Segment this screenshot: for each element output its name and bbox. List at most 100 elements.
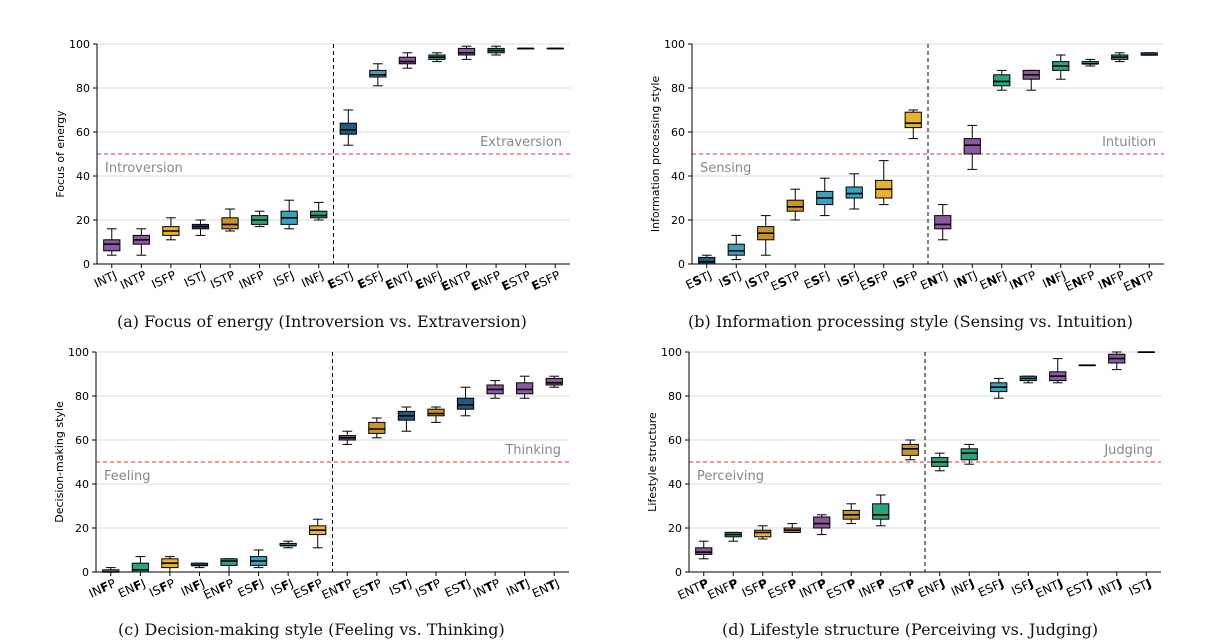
box-body bbox=[963, 138, 981, 155]
panel-a: 0 20 40 60 80 100 Introversion Extraversion INTJ… bbox=[54, 38, 570, 294]
box-12 bbox=[1049, 358, 1067, 384]
x-tick-label: INTJ bbox=[1096, 576, 1124, 599]
x-tick-label: ESTJ bbox=[1064, 576, 1094, 600]
box-0 bbox=[698, 254, 716, 265]
box-body bbox=[960, 448, 978, 461]
y-axis-label: Decision-making style bbox=[53, 401, 66, 523]
box-body bbox=[398, 56, 417, 65]
y-tick-label: 0 bbox=[675, 566, 682, 579]
box-10 bbox=[398, 52, 417, 69]
y-axis-label: Information processing style bbox=[649, 76, 662, 233]
box-body bbox=[457, 47, 476, 56]
box-4 bbox=[220, 558, 238, 573]
x-tick-label: ENTJ bbox=[918, 268, 950, 293]
box-14 bbox=[1108, 351, 1126, 371]
box-10 bbox=[990, 377, 1008, 399]
box-body bbox=[516, 382, 534, 395]
box-body bbox=[872, 503, 890, 520]
y-tick-label: 40 bbox=[76, 170, 90, 183]
x-tick-label: INTP bbox=[1007, 268, 1038, 293]
x-tick-label: INTP bbox=[471, 576, 502, 601]
box-6 bbox=[872, 494, 890, 527]
box-body bbox=[901, 443, 919, 456]
box-8 bbox=[339, 109, 357, 146]
y-tick-label: 100 bbox=[69, 38, 90, 51]
box-body bbox=[221, 217, 239, 230]
y-tick-label: 0 bbox=[83, 258, 90, 271]
box-body bbox=[727, 243, 745, 256]
x-tick-label: INTJ bbox=[92, 268, 119, 291]
x-tick-label: INFJ bbox=[949, 576, 977, 599]
x-tick-label: ESTP bbox=[824, 576, 858, 602]
box-7 bbox=[310, 201, 328, 221]
box-body bbox=[754, 529, 772, 538]
box-0 bbox=[695, 540, 713, 560]
right-group-label: Thinking bbox=[504, 443, 561, 458]
x-tick-label: ENFJ bbox=[978, 268, 1009, 293]
box-0 bbox=[102, 567, 120, 573]
y-tick-label: 60 bbox=[76, 126, 90, 139]
x-tick-label: ISFP bbox=[891, 268, 921, 292]
box-body bbox=[993, 74, 1011, 87]
x-tick-label: ENTJ bbox=[383, 268, 414, 293]
box-body bbox=[695, 547, 713, 555]
x-tick-label: ENFP bbox=[705, 576, 740, 602]
box-8 bbox=[338, 430, 356, 445]
x-tick-label: ISFJ bbox=[1009, 576, 1035, 598]
caption-a: (a) Focus of energy (Introversion vs. Ex… bbox=[117, 312, 527, 331]
y-tick-label: 20 bbox=[668, 522, 682, 535]
y-tick-label: 100 bbox=[68, 346, 89, 359]
x-tick-label: INFJ bbox=[179, 576, 207, 599]
box-body bbox=[456, 397, 475, 410]
box-9 bbox=[368, 417, 386, 439]
box-3 bbox=[191, 219, 210, 236]
box-body bbox=[545, 377, 563, 386]
box-2 bbox=[754, 525, 772, 540]
box-body bbox=[103, 239, 121, 252]
box-4 bbox=[221, 208, 239, 232]
y-tick-label: 60 bbox=[668, 434, 682, 447]
caption-d: (d) Lifestyle structure (Perceiving vs. … bbox=[722, 620, 1099, 639]
x-tick-label: ISFJ bbox=[269, 576, 296, 598]
right-group-label: Intuition bbox=[1102, 135, 1156, 150]
y-tick-label: 40 bbox=[671, 170, 685, 183]
x-tick-label: ENTP bbox=[320, 576, 355, 602]
x-tick-label: ESTP bbox=[499, 268, 532, 294]
y-tick-label: 80 bbox=[76, 82, 90, 95]
box-7 bbox=[309, 518, 327, 549]
y-axis-label: Lifestyle structure bbox=[646, 412, 659, 512]
box-13 bbox=[1081, 58, 1099, 67]
x-tick-label: ISFP bbox=[149, 268, 178, 291]
x-tick-label: ISFP bbox=[147, 576, 177, 600]
box-3 bbox=[190, 562, 209, 569]
y-tick-label: 80 bbox=[671, 82, 685, 95]
x-tick-label: ESFJ bbox=[976, 576, 1006, 600]
box-4 bbox=[813, 514, 831, 536]
box-4 bbox=[816, 177, 834, 217]
box-2 bbox=[162, 217, 180, 241]
x-tick-label: ESFP bbox=[766, 576, 800, 602]
box-body bbox=[220, 558, 238, 566]
box-body bbox=[131, 562, 149, 573]
box-body bbox=[369, 69, 387, 78]
panel-b: 0 20 40 60 80 100 Sensing Intuition ESTJ ISTJ ISTP… bbox=[649, 38, 1164, 294]
x-tick-label: ENFP bbox=[201, 576, 236, 602]
box-9 bbox=[369, 63, 387, 87]
left-group-label: Sensing bbox=[700, 161, 751, 176]
box-5 bbox=[845, 173, 863, 210]
box-body bbox=[310, 210, 328, 219]
box-5 bbox=[842, 503, 860, 525]
y-tick-label: 20 bbox=[76, 214, 90, 227]
box-0 bbox=[103, 228, 121, 256]
x-tick-label: ESFJ bbox=[802, 268, 832, 292]
x-tick-label: ENFP bbox=[469, 268, 503, 294]
x-tick-label: ESFJ bbox=[355, 268, 385, 292]
x-tick-label: ENTP bbox=[1121, 268, 1156, 294]
box-9 bbox=[963, 124, 981, 170]
box-1 bbox=[727, 234, 745, 261]
box-5 bbox=[249, 549, 268, 569]
box-13 bbox=[487, 45, 505, 56]
box-body bbox=[934, 215, 952, 230]
